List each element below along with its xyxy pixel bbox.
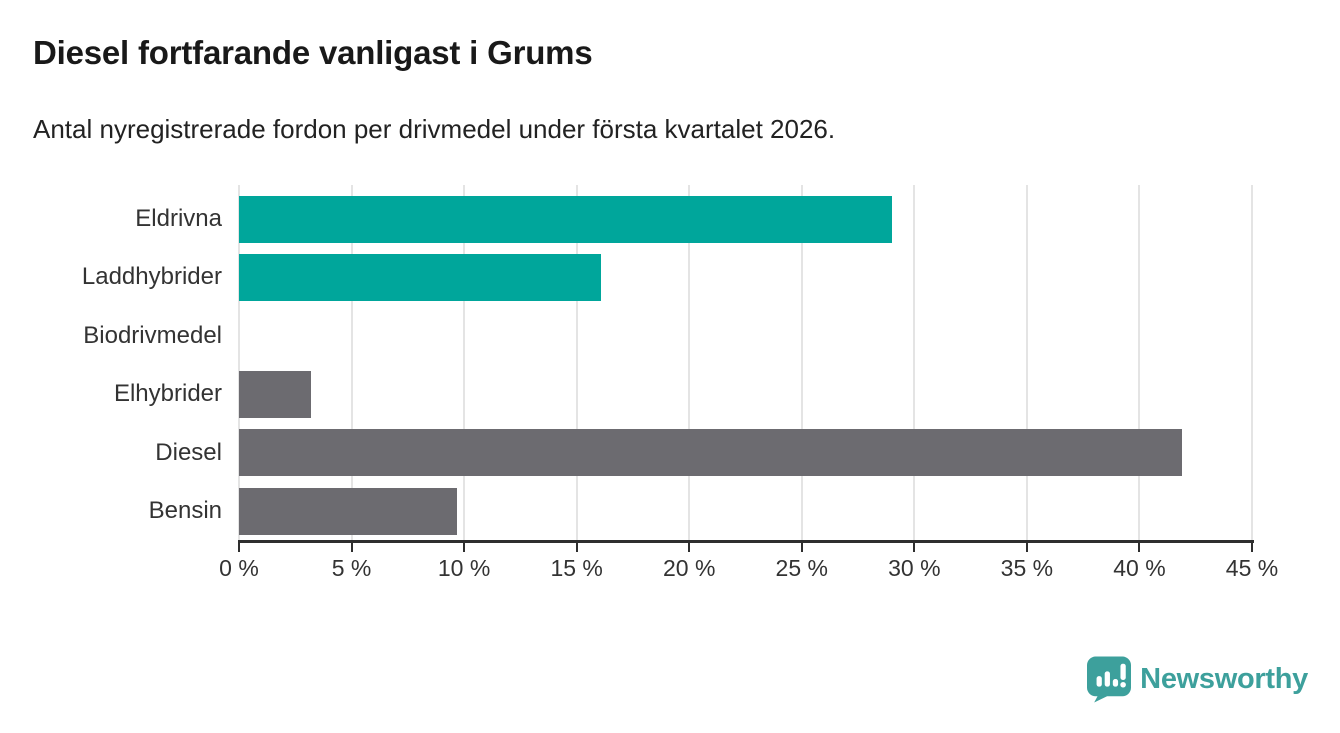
tick-label-40: 40 % bbox=[1113, 555, 1166, 581]
bar-eldrivna bbox=[239, 195, 892, 243]
category-label-biodrivmedel: Biodrivmedel bbox=[83, 321, 222, 349]
category-label-eldrivna: Eldrivna bbox=[135, 205, 222, 232]
gridline-35 bbox=[1025, 185, 1028, 541]
bar-laddhybrider bbox=[239, 253, 602, 301]
chart-title: Diesel fortfarande vanligast i Grums bbox=[33, 34, 593, 71]
tick-label-35: 35 % bbox=[1000, 555, 1054, 581]
tick-mark-30 bbox=[913, 543, 916, 552]
gridline-40 bbox=[1138, 185, 1141, 541]
gridline-10 bbox=[463, 185, 466, 541]
gridline-45 bbox=[1251, 185, 1253, 541]
bar-bensin bbox=[239, 487, 458, 535]
tick-label-20: 20 % bbox=[663, 555, 716, 581]
tick-label-10: 10 % bbox=[437, 555, 491, 581]
tick-mark-0 bbox=[238, 543, 240, 552]
newsworthy-logo: Newsworthy bbox=[1087, 656, 1308, 703]
gridline-15 bbox=[575, 185, 578, 541]
tick-label-15: 15 % bbox=[550, 555, 603, 581]
chart-subtitle: Antal nyregistrerade fordon per drivmede… bbox=[33, 114, 836, 144]
gridline-25 bbox=[800, 185, 803, 541]
tick-label-25: 25 % bbox=[775, 555, 828, 581]
tick-mark-20 bbox=[688, 543, 691, 552]
newsworthy-badge-barchart-icon bbox=[1087, 656, 1132, 703]
tick-mark-5 bbox=[350, 543, 353, 552]
gridline-5 bbox=[350, 185, 353, 541]
tick-mark-35 bbox=[1025, 543, 1028, 552]
tick-label-5: 5 % bbox=[331, 555, 372, 581]
tick-label-0: 0 % bbox=[219, 555, 259, 581]
plot-area bbox=[238, 185, 1253, 541]
category-label-laddhybrider: Laddhybrider bbox=[81, 263, 222, 291]
tick-mark-45 bbox=[1251, 543, 1253, 552]
tick-mark-40 bbox=[1138, 543, 1141, 552]
gridline-30 bbox=[913, 185, 916, 541]
category-label-elhybrider: Elhybrider bbox=[113, 380, 222, 408]
tick-mark-10 bbox=[463, 543, 466, 552]
tick-mark-25 bbox=[800, 543, 803, 552]
newsworthy-wordmark: Newsworthy bbox=[1140, 663, 1308, 695]
bar-elhybrider bbox=[239, 370, 312, 418]
tick-mark-15 bbox=[575, 543, 578, 552]
gridline-0 bbox=[238, 185, 240, 541]
tick-label-45: 45 % bbox=[1225, 555, 1279, 581]
bar-diesel bbox=[239, 429, 1183, 477]
category-label-bensin: Bensin bbox=[148, 497, 222, 524]
tick-label-30: 30 % bbox=[888, 555, 941, 581]
category-label-diesel: Diesel bbox=[155, 438, 222, 466]
x-axis-line bbox=[238, 540, 1254, 543]
gridline-20 bbox=[688, 185, 691, 541]
